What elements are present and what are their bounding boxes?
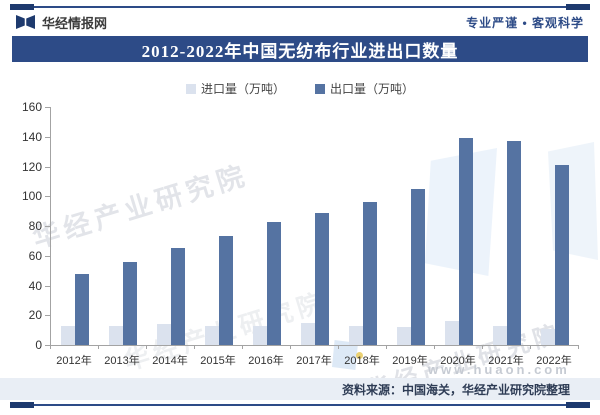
import-bar: [253, 325, 267, 345]
import-bar: [205, 325, 219, 345]
x-axis-tick-label: 2018年: [344, 355, 380, 367]
x-axis-tick-mark: [578, 345, 579, 349]
x-axis-tick-label: 2012年: [56, 355, 92, 367]
export-bar: [267, 221, 281, 345]
y-axis-tick-label: 20: [28, 308, 42, 323]
x-axis-tick-label: 2019年: [392, 355, 428, 367]
top-rule: [10, 4, 590, 10]
export-bar: [123, 261, 137, 345]
y-axis-tick-label: 140: [21, 129, 42, 144]
legend-item: 进口量（万吨）: [185, 80, 285, 97]
import-bar: [109, 325, 123, 345]
x-axis-tick-label: 2013年: [104, 355, 140, 367]
import-bar: [397, 327, 411, 345]
x-axis-tick-mark: [530, 345, 531, 349]
legend-swatch: [185, 83, 196, 94]
import-bar: [349, 325, 363, 345]
chart-title-banner: 2012-2022年中国无纺布行业进出口数量: [12, 36, 588, 62]
import-bar: [61, 325, 75, 345]
import-bar: [493, 325, 507, 345]
import-bar: [541, 328, 555, 345]
export-bar: [459, 138, 473, 345]
legend-label: 出口量（万吨）: [330, 82, 415, 96]
bottom-rule-left-cap: [10, 402, 34, 408]
header: 华经情报网 专业严谨 • 客观科学: [16, 12, 584, 32]
header-slogan: 专业严谨 • 客观科学: [466, 15, 584, 30]
brand-name: 华经情报网: [42, 15, 108, 31]
import-bar: [445, 321, 459, 345]
x-axis-tick-mark: [290, 345, 291, 349]
y-axis-tick-mark: [45, 226, 50, 227]
x-axis-tick-mark: [50, 345, 51, 349]
brand: 华经情报网: [16, 13, 107, 32]
legend: 进口量（万吨） 出口量（万吨）: [0, 80, 600, 97]
legend-label: 进口量（万吨）: [200, 82, 285, 96]
x-axis-tick-label: 2022年: [536, 355, 572, 367]
x-axis-tick-label: 2015年: [200, 355, 236, 367]
y-axis-tick-mark: [45, 196, 50, 198]
y-axis-tick-label: 100: [21, 189, 42, 204]
x-axis-tick-mark: [194, 345, 195, 349]
import-bar: [301, 322, 315, 345]
export-bar: [171, 248, 185, 345]
export-bar: [555, 165, 569, 345]
y-axis-tick-mark: [45, 255, 50, 257]
export-bar: [507, 141, 521, 345]
x-axis-tick-label: 2021年: [488, 355, 524, 367]
x-axis-tick-mark: [146, 345, 147, 349]
y-axis-tick-label: 160: [21, 100, 42, 114]
x-axis-tick-mark: [482, 345, 483, 349]
y-axis-tick-label: 0: [35, 338, 42, 352]
x-axis-tick-label: 2017年: [296, 355, 332, 367]
source-footer: 资料来源：中国海关，华经产业研究院整理: [0, 378, 600, 400]
legend-item: 出口量（万吨）: [315, 80, 414, 97]
y-axis-tick-mark: [45, 285, 50, 287]
x-axis-tick-mark: [242, 345, 243, 349]
top-rule-right-cap: [566, 4, 590, 10]
plot-area: [50, 107, 579, 346]
legend-swatch: [315, 83, 325, 94]
top-rule-left-cap: [10, 4, 34, 10]
y-axis-tick-mark: [45, 315, 50, 317]
brand-logo-icon: [16, 15, 35, 29]
export-bar: [75, 273, 89, 345]
bar-chart: 华经产业研究院 华经产业研究院 华经产业研究院 0204060801001201…: [0, 100, 600, 405]
source-note: 资料来源：中国海关，华经产业研究院整理: [341, 382, 570, 397]
bottom-rule-right-cap: [566, 402, 590, 408]
y-axis-tick-mark: [45, 107, 50, 108]
x-axis-tick-mark: [434, 345, 435, 349]
y-axis-tick-label: 80: [28, 219, 42, 233]
y-axis-tick-label: 120: [21, 159, 42, 174]
export-bar: [315, 212, 329, 345]
y-axis-tick-label: 60: [28, 248, 42, 263]
x-axis-tick-mark: [338, 345, 339, 349]
x-axis-tick-label: 2020年: [440, 355, 476, 367]
import-bar: [157, 324, 171, 345]
export-bar: [219, 236, 233, 345]
y-axis-tick-mark: [45, 345, 50, 346]
x-axis-tick-mark: [98, 345, 99, 349]
x-axis-tick-mark: [386, 345, 387, 349]
export-bar: [411, 188, 425, 345]
y-axis-tick-label: 40: [28, 278, 42, 293]
x-axis-tick-label: 2014年: [152, 355, 188, 367]
y-axis-tick-mark: [45, 166, 50, 168]
x-axis-tick-label: 2016年: [248, 355, 284, 367]
y-axis-tick-mark: [45, 136, 50, 138]
export-bar: [363, 202, 377, 345]
bottom-rule: [10, 402, 590, 408]
